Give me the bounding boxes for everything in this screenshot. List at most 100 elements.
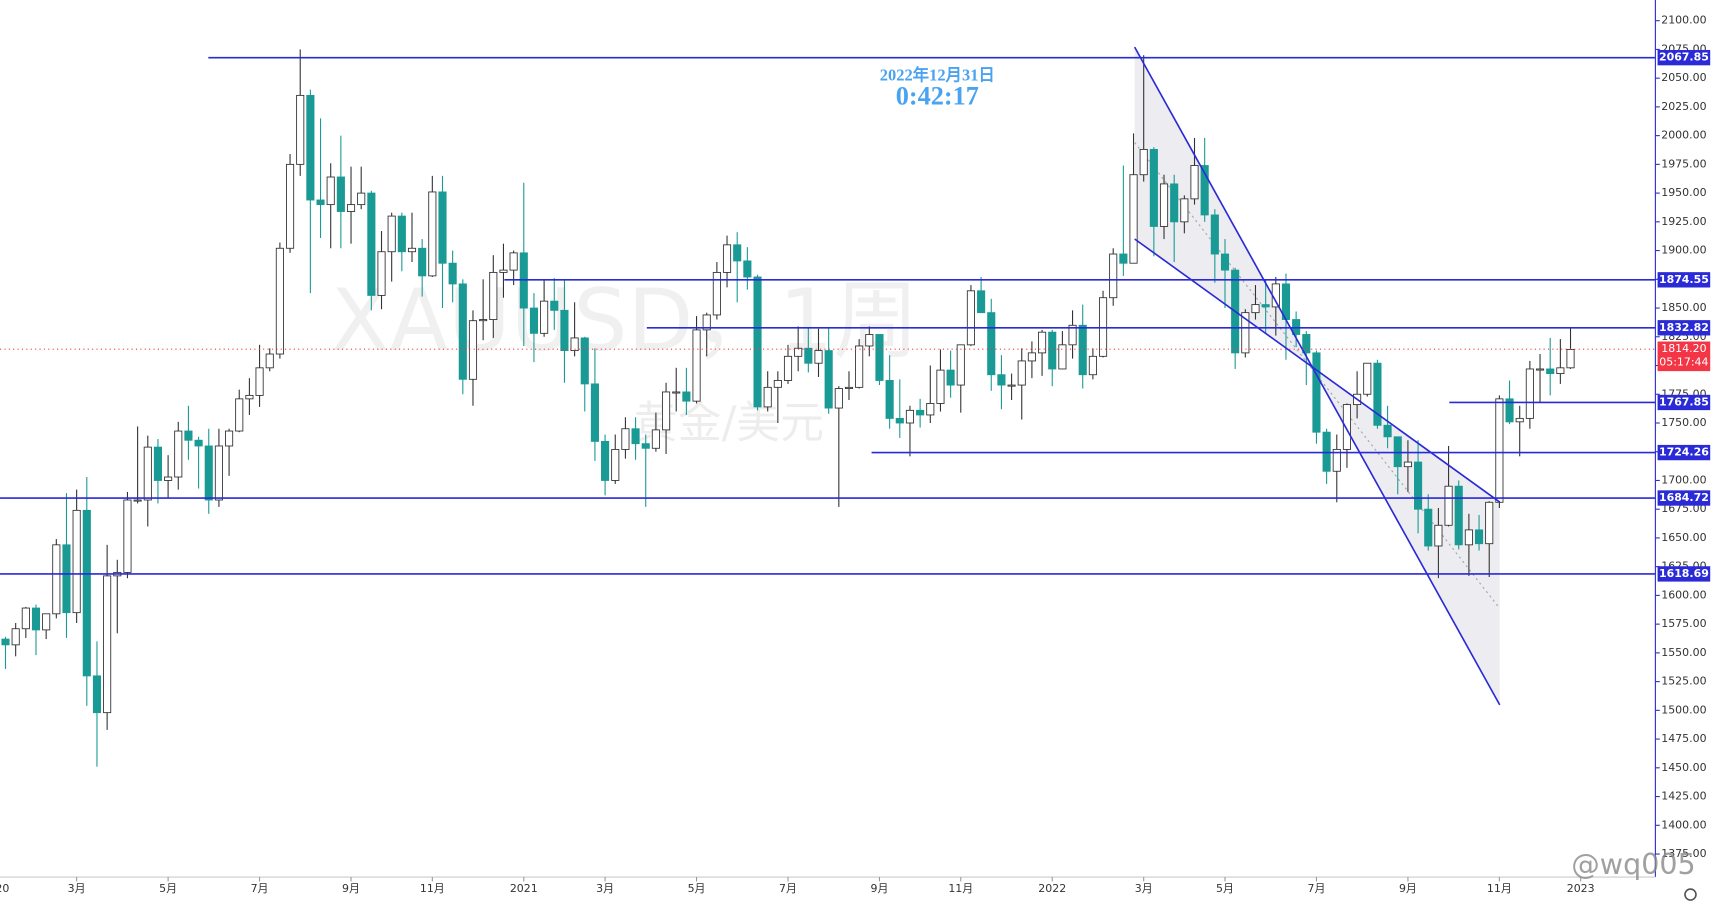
y-tick-label: 1425.00 [1661,790,1706,803]
level-label: 1767.85 [1659,395,1709,408]
candle-body [509,252,518,271]
candle-body [692,329,701,402]
candle-body [418,247,427,277]
candle-body [499,269,508,273]
candle-body [1342,404,1352,450]
watermark-group: XAUUSD，1周 黄金/美元 [331,272,919,448]
candle-body [21,607,30,630]
candle-body [275,247,284,355]
candle-body [1434,524,1443,547]
candle-body [326,176,335,206]
y-tick-label: 2025.00 [1661,100,1706,113]
candle-body [641,443,650,449]
candle-body [1332,448,1341,472]
candle-body [1363,362,1372,395]
time-axis-bg [0,877,1719,911]
candle-body [1495,398,1504,503]
candle-body [1322,431,1331,472]
candle-body [875,334,884,381]
candle-body [174,430,183,478]
candle-body [580,337,589,385]
candle-body [1251,304,1260,314]
x-tick-label: 5月 [159,882,177,895]
candle-body [42,613,51,631]
candle-body [1190,165,1199,200]
candle-body [1048,331,1057,370]
candle-body [997,374,1006,386]
candle-body [651,429,660,449]
candle-body [1200,165,1209,216]
candle-body [1485,501,1494,545]
candle-body [824,350,833,409]
channel-lower [1134,238,1501,503]
candle-body [336,176,345,212]
candle-body [895,417,904,424]
candle-body [702,314,711,331]
candle-body [905,409,915,424]
candle-body [194,439,203,447]
x-tick-label: 5月 [688,882,706,895]
candle-body [367,192,376,296]
candle-body [62,544,71,614]
candle-body [1535,368,1545,371]
y-tick-label: 1850.00 [1661,301,1706,314]
candle-body [428,191,437,277]
candle-body [1170,183,1179,223]
candle-body [387,215,396,253]
candle-body [590,383,599,442]
candle-body [489,271,498,320]
level-label: 1684.72 [1659,491,1709,504]
level-badge [1657,320,1711,336]
y-tick-label: 1475.00 [1661,732,1706,745]
candle-body [804,347,813,364]
candle-body [285,163,295,249]
candle-body [1546,368,1555,375]
candle-body [397,215,406,253]
candle-body [235,398,244,432]
y-tick-label: 1525.00 [1661,675,1706,688]
y-tick-label: 1950.00 [1661,186,1706,199]
x-tick-label: 7月 [251,882,269,895]
y-tick-label: 2050.00 [1661,71,1706,84]
candle-body [31,607,41,631]
candle-body [316,199,325,206]
candle-body [1027,352,1036,362]
candle-body [560,309,569,352]
candle-body [1261,304,1270,308]
candle-body [92,675,102,714]
candle-body [855,345,864,388]
candle-body [550,300,559,311]
y-tick-label: 1700.00 [1661,473,1706,486]
candle-body [1475,529,1484,545]
level-badge [1657,272,1711,288]
level-badge [1657,566,1711,582]
candle-body [245,394,254,400]
candle-body [458,283,467,380]
candle-body [1109,253,1118,299]
candle-body [611,448,620,481]
candle-body [1088,355,1097,376]
settings-icon[interactable] [1684,888,1697,901]
candle-body [133,499,142,502]
candle-body [794,347,803,357]
candle-body [153,446,162,481]
candle-body [916,409,925,416]
candle-body [601,440,610,481]
candle-body [1058,344,1067,370]
candle-body [438,191,447,264]
candle-body [346,204,356,212]
level-label: 1832.82 [1659,321,1709,334]
candle-body [946,369,955,386]
level-badge [1657,49,1711,66]
x-tick-label: 11月 [948,882,973,895]
candle-body [377,251,386,296]
x-tick-label: 9月 [342,882,360,895]
candle-body [479,319,488,322]
candle-body [844,386,854,389]
candle-body [1078,324,1087,376]
levels [0,56,1656,575]
level-label: 1618.69 [1659,567,1709,580]
x-tick-label: 2022 [1038,882,1066,895]
candle-body [885,380,894,419]
